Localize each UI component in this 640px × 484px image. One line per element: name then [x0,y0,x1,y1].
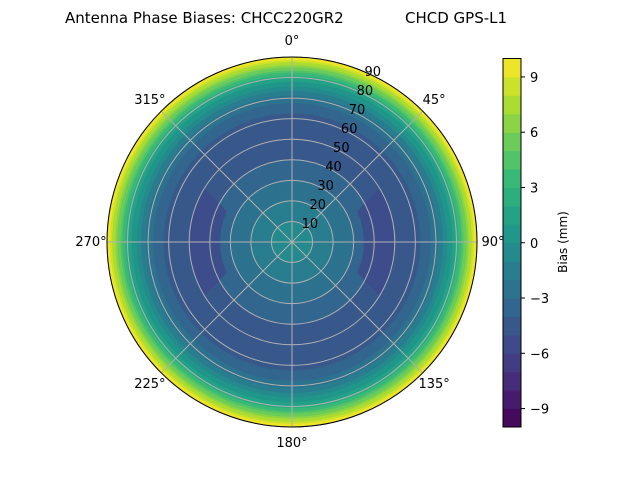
polar-frame [106,56,478,428]
radial-tick-label: 60 [341,122,358,137]
colorbar-band [503,390,521,410]
radial-tick-label: 80 [357,84,374,99]
angular-gridline [160,241,293,374]
colorbar-band [503,371,521,391]
colorbar-band [503,169,521,188]
angular-tick-label: 45° [423,93,446,108]
colorbar-band [503,150,521,170]
colorbar-tick-label: 0 [530,237,538,252]
colorbar-tick-label: −3 [530,292,549,307]
angular-tick-label: 180° [276,436,307,451]
colorbar-label: Bias (mm) [556,211,570,273]
angular-tick-label: 225° [134,377,165,392]
colorbar-tick-label: −6 [530,347,549,362]
chart-title: Antenna Phase Biases: CHCC220GR2 [65,9,344,27]
colorbar: −9 −6 −3 0 3 6 9 [502,58,549,428]
colorbar-tick-label: 3 [530,181,538,196]
radial-tick-label: 30 [317,179,334,194]
colorbar-band [503,132,521,152]
colorbar-band [503,113,521,133]
colorbar-band [503,261,521,281]
colorbar-band [503,187,521,207]
chart-subtitle: CHCD GPS-L1 [405,9,507,27]
radial-tick-label: 40 [325,160,342,175]
colorbar-band [503,58,521,78]
angular-tick-label: 90° [481,235,504,250]
polar-grid [106,56,478,428]
colorbar-band [503,205,521,225]
colorbar-band [503,334,521,354]
angular-tick-label: 315° [134,93,165,108]
colorbar-tick-label: 9 [530,71,538,86]
colorbar-band [503,316,521,336]
radial-tick-label: 50 [333,141,350,156]
radial-tick-label: 90 [365,65,382,80]
radial-tick-labels: 10 20 30 40 50 60 70 80 90 [302,65,381,232]
radial-tick-label: 10 [302,217,319,232]
radial-tick-label: 20 [309,198,326,213]
angular-tick-label: 0° [285,34,300,49]
angular-gridline [160,110,293,243]
colorbar-band [503,279,521,299]
colorbar-tick-label: 6 [530,126,538,141]
colorbar-band [503,353,521,373]
colorbar-band [503,95,521,115]
angular-tick-label: 270° [75,235,106,250]
colorbar-band [503,224,521,244]
colorbar-band [503,298,521,317]
colorbar-tick-label: −9 [530,403,549,418]
colorbar-band [503,76,521,96]
angular-tick-labels: 0° 45° 90° 135° 180° 225° 270° 315° [75,34,504,451]
colorbar-band [503,242,521,262]
colorbar-band [503,408,521,428]
radial-tick-label: 70 [349,103,366,118]
angular-tick-label: 135° [418,377,449,392]
angular-gridline [291,110,424,243]
angular-gridline [291,241,424,374]
